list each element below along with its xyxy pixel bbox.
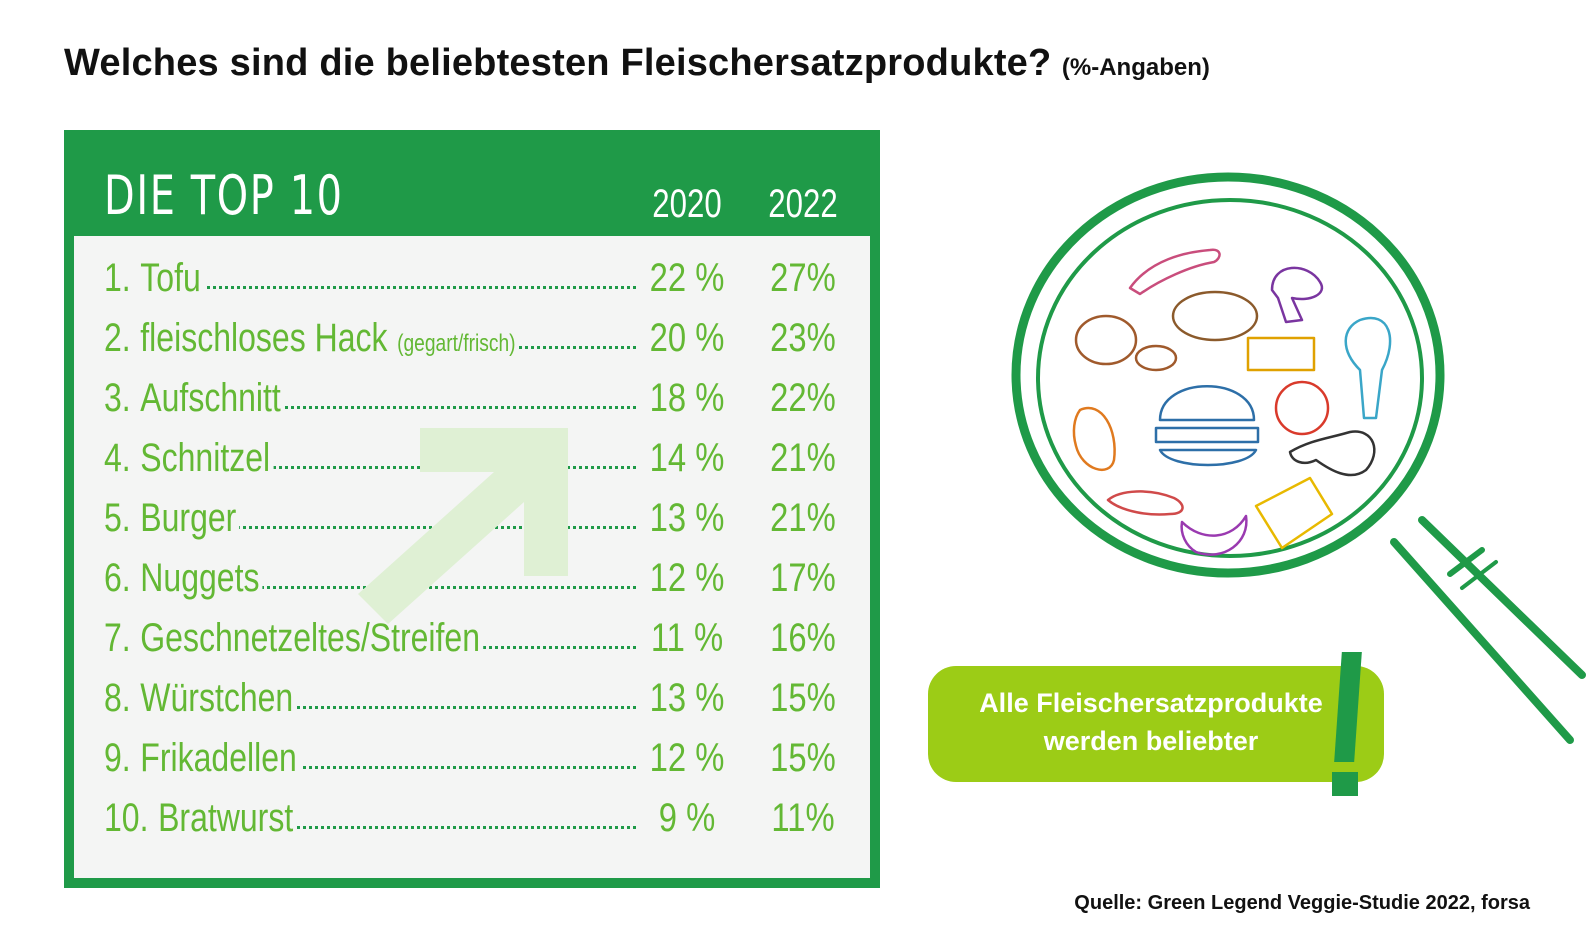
row-label: 7. Geschnetzeltes/Streifen [104,610,484,666]
callout-box: Alle Fleischersatzprodukte werden belieb… [928,666,1384,782]
value-2020: 20 % [649,316,725,360]
row-product: Nuggets [140,556,260,600]
chart-unit: (%-Angaben) [1061,54,1210,81]
table-row: 8. Würstchen 13 % 15% [104,670,864,726]
value-2022: 16% [770,616,836,660]
top10-table: DIE TOP 10 2020 2022 1. Tofu 22 % 27% 2. flei… [64,130,880,888]
value-2020: 12 % [649,556,725,600]
value-2022: 22% [770,376,836,420]
callout-line-2: werden beliebter [1043,726,1259,756]
row-rank: 6. [104,556,131,600]
row-label: 1. Tofu [104,250,204,306]
potato-icon [1074,314,1138,366]
chicken-leg-icon [1344,316,1392,420]
value-2022: 15% [770,736,836,780]
leader-dots [104,524,636,529]
row-product: Burger [140,496,237,540]
value-2020: 13 % [649,676,725,720]
row-product: Schnitzel [140,436,271,480]
row-rank: 10. [104,796,149,840]
tofu-block-icon [1246,336,1316,372]
table-row: 2. fleischloses Hack (gegart/frisch) 20 % 23… [104,310,864,372]
row-note: (gegart/frisch) [397,330,516,357]
row-product: Bratwurst [158,796,294,840]
table-row: 3. Aufschnitt 18 % 22% [104,370,864,426]
leader-dots [104,404,636,409]
row-label: 10. Bratwurst [104,790,297,846]
bean-icon [1180,514,1248,556]
value-2020: 9 % [658,796,716,840]
row-product: Aufschnitt [140,376,281,420]
value-2020: 14 % [649,436,725,480]
value-2022: 11% [771,796,835,840]
table-row: 1. Tofu 22 % 27% [104,250,864,306]
leader-dots [104,284,636,289]
mushroom-icon [1270,266,1324,324]
row-rank: 9. [104,736,131,780]
sausage-icon [1128,248,1221,296]
row-label: 8. Würstchen [104,670,297,726]
column-header-2022: 2022 [768,182,838,226]
table-header-label: DIE TOP 10 [104,164,344,227]
table-row: 9. Frikadellen 12 % 15% [104,730,864,786]
value-2020: 12 % [649,736,725,780]
exclamation-dot-icon [1332,772,1358,796]
chart-title: Welches sind die beliebtesten Fleischers… [64,42,1052,84]
row-rank: 5. [104,496,131,540]
table-row: 5. Burger 13 % 21% [104,490,864,546]
row-product: Tofu [140,256,201,300]
eggplant-icon [1072,406,1116,471]
tomato-icon [1274,380,1330,436]
callout-line-1: Alle Fleischersatzprodukte [979,688,1323,718]
leader-dots [104,704,636,709]
table-row: 10. Bratwurst 9 % 11% [104,790,864,846]
value-2022: 21% [770,436,836,480]
drumstick-icon [1288,430,1376,477]
chart-title-row: Welches sind die beliebtesten Fleischers… [64,42,1210,85]
row-rank: 3. [104,376,131,420]
row-label: 9. Frikadellen [104,730,301,786]
value-2022: 15% [770,676,836,720]
leader-dots [104,764,636,769]
leader-dots [104,824,636,829]
row-rank: 8. [104,676,131,720]
magnifying-glass-icon [1011,172,1586,744]
cheese-icon [1254,476,1334,550]
leader-dots [104,464,636,469]
value-2022: 21% [770,496,836,540]
value-2020: 18 % [649,376,725,420]
row-rank: 1. [104,256,131,300]
table-row: 7. Geschnetzeltes/Streifen 11 % 16% [104,610,864,666]
row-product: Frikadellen [140,736,297,780]
value-2022: 23% [770,316,836,360]
burger-icon [1154,385,1260,467]
callout-text: Alle Fleischersatzprodukte werden belieb… [928,684,1374,760]
value-2020: 11 % [650,616,724,660]
steak-icon [1171,290,1259,342]
row-label: 6. Nuggets [104,550,263,606]
row-rank: 4. [104,436,131,480]
potato-small-icon [1134,344,1178,372]
row-label: 2. fleischloses Hack (gegart/frisch) [104,310,519,372]
value-2020: 22 % [649,256,725,300]
row-product: fleischloses Hack [140,316,388,360]
row-product: Geschnetzeltes/Streifen [140,616,481,660]
row-label: 3. Aufschnitt [104,370,285,426]
salami-slices-icon [1106,490,1184,516]
table-row: 4. Schnitzel 14 % 21% [104,430,864,486]
table-body: 1. Tofu 22 % 27% 2. fleischloses Hack (gegart/… [74,236,870,878]
column-header-2020: 2020 [652,182,722,226]
row-product: Würstchen [140,676,294,720]
source-note: Quelle: Green Legend Veggie-Studie 2022,… [1074,892,1530,914]
row-rank: 7. [104,616,131,660]
row-rank: 2. [104,316,131,360]
value-2022: 17% [770,556,836,600]
upward-trend-arrow-icon [358,428,568,624]
row-label: 4. Schnitzel [104,430,274,486]
value-2020: 13 % [649,496,725,540]
value-2022: 27% [770,256,836,300]
row-label: 5. Burger [104,490,240,546]
table-header: DIE TOP 10 2020 2022 [74,140,870,236]
